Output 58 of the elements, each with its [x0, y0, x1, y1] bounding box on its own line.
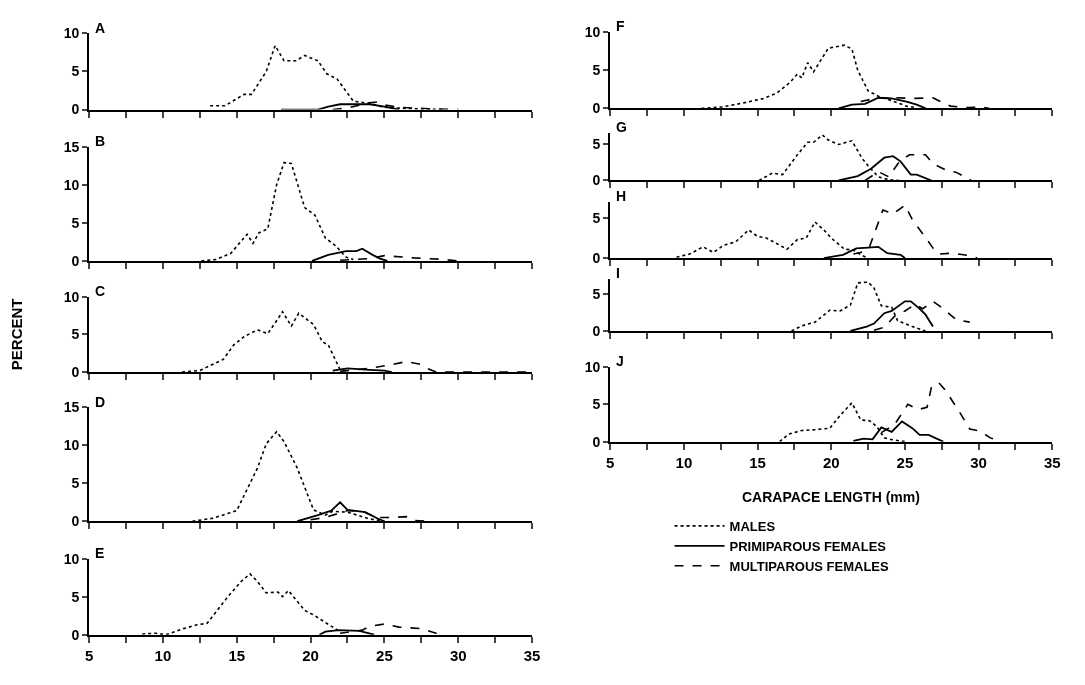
y-tick-label: 10 — [63, 176, 80, 193]
legend-label: PRIMIPAROUS FEMALES — [729, 538, 887, 554]
chart-title: F — [616, 18, 625, 34]
y-tick-label: 0 — [592, 433, 601, 450]
y-tick-label: 5 — [71, 326, 80, 343]
x-tick-label: 15 — [228, 646, 246, 664]
y-tick-label: 5 — [71, 588, 80, 605]
chart-title: G — [616, 119, 627, 135]
y-tick-label: 5 — [592, 396, 601, 413]
x-tick-label: 15 — [749, 453, 766, 471]
chart-title: C — [95, 283, 106, 299]
x-tick-label: 30 — [970, 453, 987, 471]
x-tick-label: 5 — [84, 646, 94, 664]
y-tick-label: 5 — [71, 214, 80, 231]
chart-title: J — [616, 353, 624, 369]
x-tick-label: 25 — [896, 453, 914, 471]
y-tick-label: 0 — [592, 172, 601, 189]
y-tick-label: 0 — [71, 363, 80, 380]
x-tick-label: 5 — [606, 453, 615, 471]
y-tick-label: 15 — [63, 399, 80, 416]
x-tick-label: 10 — [675, 453, 693, 471]
chart-title: E — [95, 545, 105, 561]
y-tick-label: 0 — [71, 513, 80, 530]
y-tick-label: 0 — [592, 322, 601, 339]
y-tick-label: 10 — [63, 550, 80, 567]
chart-title: I — [616, 265, 620, 281]
y-tick-label: 0 — [71, 101, 80, 118]
y-tick-label: 5 — [592, 135, 601, 152]
y-tick-label: 5 — [71, 63, 80, 80]
y-axis-title: PERCENT — [7, 298, 25, 371]
x-tick-label: 30 — [449, 646, 467, 664]
chart-title: H — [616, 188, 627, 204]
x-tick-label: 10 — [154, 646, 172, 664]
x-tick-label: 25 — [376, 646, 393, 664]
chart-title: D — [95, 394, 106, 410]
y-tick-label: 5 — [592, 285, 601, 302]
y-tick-label: 10 — [63, 437, 80, 454]
x-tick-label: 20 — [302, 646, 319, 664]
y-tick-label: 10 — [584, 24, 601, 41]
y-tick-label: 15 — [63, 138, 80, 155]
y-tick-label: 5 — [592, 209, 601, 226]
y-tick-label: 5 — [71, 475, 80, 492]
y-tick-label: 0 — [592, 100, 601, 117]
y-tick-label: 5 — [592, 62, 601, 79]
y-tick-label: 10 — [63, 288, 80, 305]
x-tick-label: 35 — [523, 646, 541, 664]
chart-title: B — [95, 133, 106, 149]
y-tick-label: 0 — [71, 252, 80, 269]
y-tick-label: 0 — [592, 249, 601, 266]
y-tick-label: 0 — [71, 626, 80, 643]
x-tick-label: 20 — [822, 453, 840, 471]
y-tick-label: 10 — [584, 358, 601, 375]
x-axis-title: CARAPACE LENGTH (mm) — [742, 489, 920, 505]
chart-title: A — [95, 20, 106, 36]
y-tick-label: 10 — [63, 25, 80, 42]
x-tick-label: 35 — [1043, 453, 1061, 471]
legend-label: MALES — [729, 518, 776, 534]
legend-label: MULTIPAROUS FEMALES — [729, 558, 890, 574]
